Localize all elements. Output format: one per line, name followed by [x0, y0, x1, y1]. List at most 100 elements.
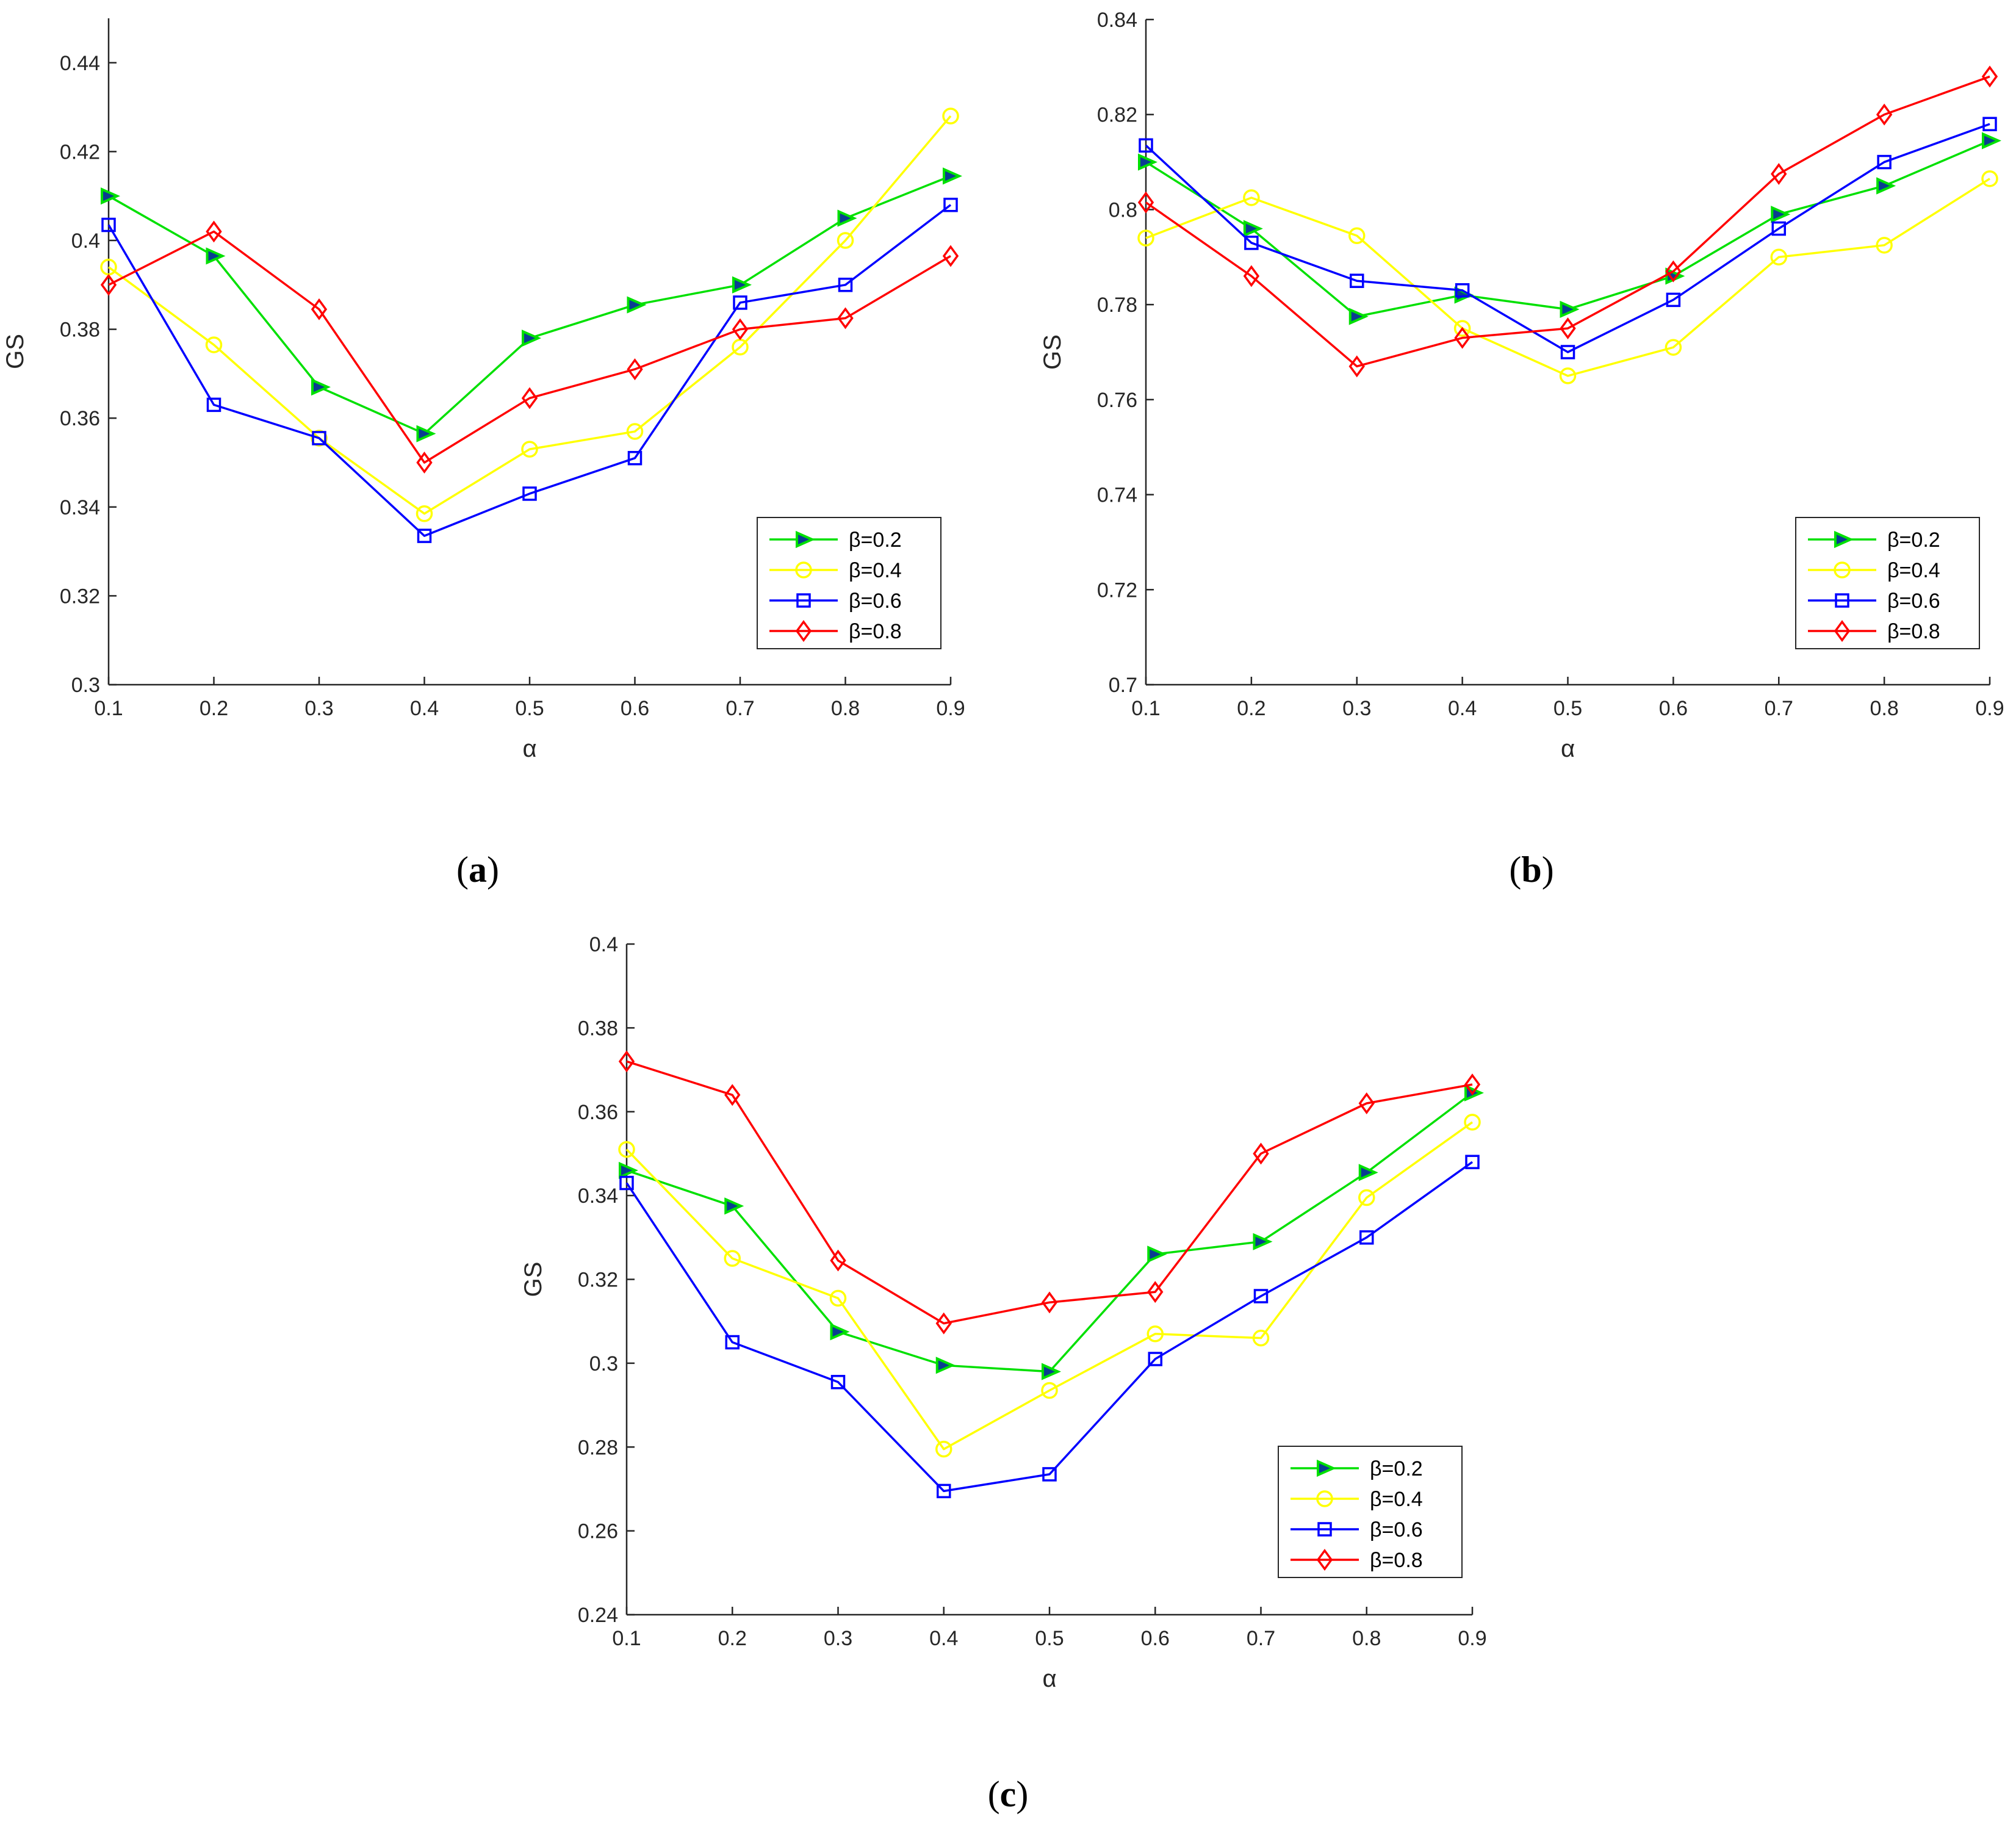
data-point-marker: [1666, 292, 1681, 308]
legend-item: β=0.8: [1808, 620, 1940, 643]
data-point-marker: [1042, 1467, 1057, 1482]
data-point-marker: [618, 1141, 635, 1158]
y-tick-label: 0.36: [60, 407, 100, 430]
x-tick-label: 0.3: [304, 697, 333, 720]
x-axis-label: α: [1561, 735, 1575, 762]
data-point-marker: [1464, 1114, 1481, 1131]
legend-marker-swatch: [1316, 1490, 1333, 1507]
data-point-marker: [1041, 1382, 1058, 1399]
data-point-marker: [725, 1335, 740, 1350]
x-tick-label: 0.3: [1342, 697, 1371, 720]
data-point-marker: [417, 528, 432, 543]
legend-marker-swatch: [1317, 1522, 1332, 1537]
data-point-marker: [1877, 154, 1892, 170]
data-point-marker: [627, 296, 647, 314]
legend-label: β=0.6: [1887, 589, 1940, 613]
data-point-marker: [1147, 1325, 1164, 1343]
y-tick-label: 0.34: [60, 496, 100, 519]
data-point-marker: [1453, 320, 1471, 337]
series-4: [618, 1050, 1481, 1335]
series-line: [107, 115, 952, 515]
data-point-marker: [1876, 177, 1896, 195]
legend-label: β=0.8: [849, 620, 902, 643]
y-axis-label: GS: [520, 1262, 547, 1297]
legend-item: β=0.6: [1291, 1518, 1423, 1541]
series-3: [101, 198, 958, 543]
legend-item: β=0.2: [1808, 528, 1940, 552]
data-point-marker: [1358, 1189, 1375, 1206]
y-tick-label: 0.78: [1097, 294, 1137, 317]
series-line: [1145, 178, 1990, 377]
data-point-marker: [1243, 220, 1263, 237]
y-tick-label: 0.8: [1109, 198, 1137, 222]
data-point-marker: [101, 187, 120, 205]
x-tick-label: 0.4: [410, 697, 439, 720]
x-axis-label: α: [522, 735, 536, 762]
data-point-marker: [942, 245, 959, 267]
panel-caption-letter: c: [1000, 1774, 1017, 1814]
data-point-marker: [1348, 308, 1369, 325]
data-point-marker: [935, 1357, 956, 1374]
y-tick-label: 0.44: [60, 52, 100, 75]
x-tick-label: 0.8: [1352, 1627, 1381, 1650]
panel-caption-letter: b: [1521, 849, 1541, 890]
y-tick-label: 0.34: [578, 1184, 618, 1208]
data-point-marker: [522, 486, 537, 501]
x-tick-label: 0.1: [612, 1627, 641, 1650]
data-point-marker: [1464, 1073, 1481, 1096]
y-tick-label: 0.42: [60, 140, 100, 164]
legend-label: β=0.4: [1887, 559, 1940, 582]
y-tick-label: 0.32: [578, 1269, 618, 1292]
series-line: [1145, 75, 1990, 368]
data-point-marker: [1253, 1233, 1273, 1250]
y-tick-label: 0.7: [1109, 674, 1137, 697]
data-point-marker: [206, 247, 226, 265]
x-tick-label: 0.8: [1870, 697, 1898, 720]
y-axis-label: GS: [2, 334, 29, 369]
legend-item: β=0.4: [769, 559, 902, 582]
data-point-marker: [830, 1323, 850, 1341]
data-point-marker: [1348, 227, 1366, 244]
data-point-marker: [732, 318, 749, 341]
data-point-marker: [1147, 1281, 1164, 1303]
data-point-marker: [732, 276, 752, 294]
legend-label: β=0.6: [849, 589, 902, 613]
chart-panel-a: 0.3 0.32 0.34 0.36 0.38 0.4 0.42 0.44 0.1 0.2 0.3 0…: [2, 18, 965, 890]
data-point-marker: [1244, 236, 1259, 250]
data-point-marker: [1243, 265, 1260, 287]
legend-marker-swatch: [1834, 530, 1854, 549]
x-tick-label: 0.5: [1035, 1627, 1064, 1650]
legend-label: β=0.8: [1887, 620, 1940, 643]
legend-label: β=0.8: [1370, 1549, 1423, 1572]
series-4: [100, 220, 959, 474]
x-tick-label: 0.7: [1247, 1627, 1275, 1650]
data-point-marker: [1137, 191, 1154, 214]
series-1: [101, 167, 962, 442]
data-point-marker: [1253, 1142, 1269, 1165]
data-point-marker: [1981, 170, 1998, 187]
data-point-marker: [1771, 221, 1786, 236]
data-point-marker: [724, 1084, 741, 1106]
data-point-marker: [1358, 1092, 1375, 1114]
data-point-marker: [521, 387, 538, 409]
legend-item: β=0.4: [1808, 559, 1940, 582]
legend-marker-swatch: [795, 620, 812, 642]
data-point-marker: [416, 452, 433, 474]
series-line: [107, 204, 952, 537]
data-point-marker: [206, 397, 221, 413]
y-tick-label: 0.26: [578, 1520, 618, 1543]
legend-item: β=0.8: [769, 620, 902, 643]
legend-label: β=0.2: [1887, 528, 1940, 552]
legend: β=0.2 β=0.4 β=0.6 β=0.8: [1278, 1446, 1463, 1578]
legend-label: β=0.4: [849, 559, 902, 582]
x-axis-label: α: [1042, 1665, 1056, 1692]
y-tick-label: 0.36: [578, 1101, 618, 1124]
y-axis-label: GS: [1039, 334, 1066, 370]
x-tick-label: 0.7: [1765, 697, 1793, 720]
legend-label: β=0.2: [849, 528, 902, 552]
data-point-marker: [837, 209, 857, 227]
x-tick-label: 0.1: [94, 697, 123, 720]
x-tick-label: 0.5: [515, 697, 544, 720]
series-2: [1137, 170, 1998, 384]
data-point-marker: [1041, 1291, 1058, 1314]
